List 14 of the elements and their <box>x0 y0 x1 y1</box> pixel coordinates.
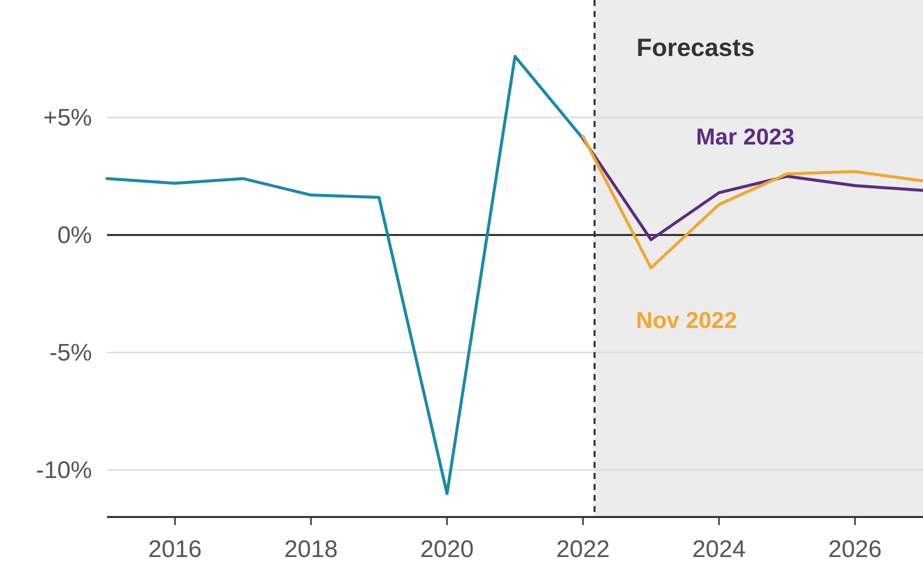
line-series <box>106 54 584 495</box>
y-tick-label: -5% <box>49 340 92 366</box>
y-tick-label: +5% <box>43 104 92 132</box>
x-tick-label: 2026 <box>828 536 882 563</box>
x-tick-label: 2020 <box>420 536 474 563</box>
y-tick-label: -10% <box>36 457 92 484</box>
x-tick-label: 2016 <box>148 536 202 563</box>
x-tick-label: 2022 <box>556 536 610 563</box>
series-label: Mar 2023 <box>696 124 794 150</box>
x-tick-label: 2018 <box>284 536 338 563</box>
series-label: Nov 2022 <box>636 306 738 333</box>
x-tick-label: 2024 <box>692 536 746 563</box>
y-tick-label: 0% <box>57 222 92 249</box>
band-label: Forecasts <box>636 34 755 62</box>
